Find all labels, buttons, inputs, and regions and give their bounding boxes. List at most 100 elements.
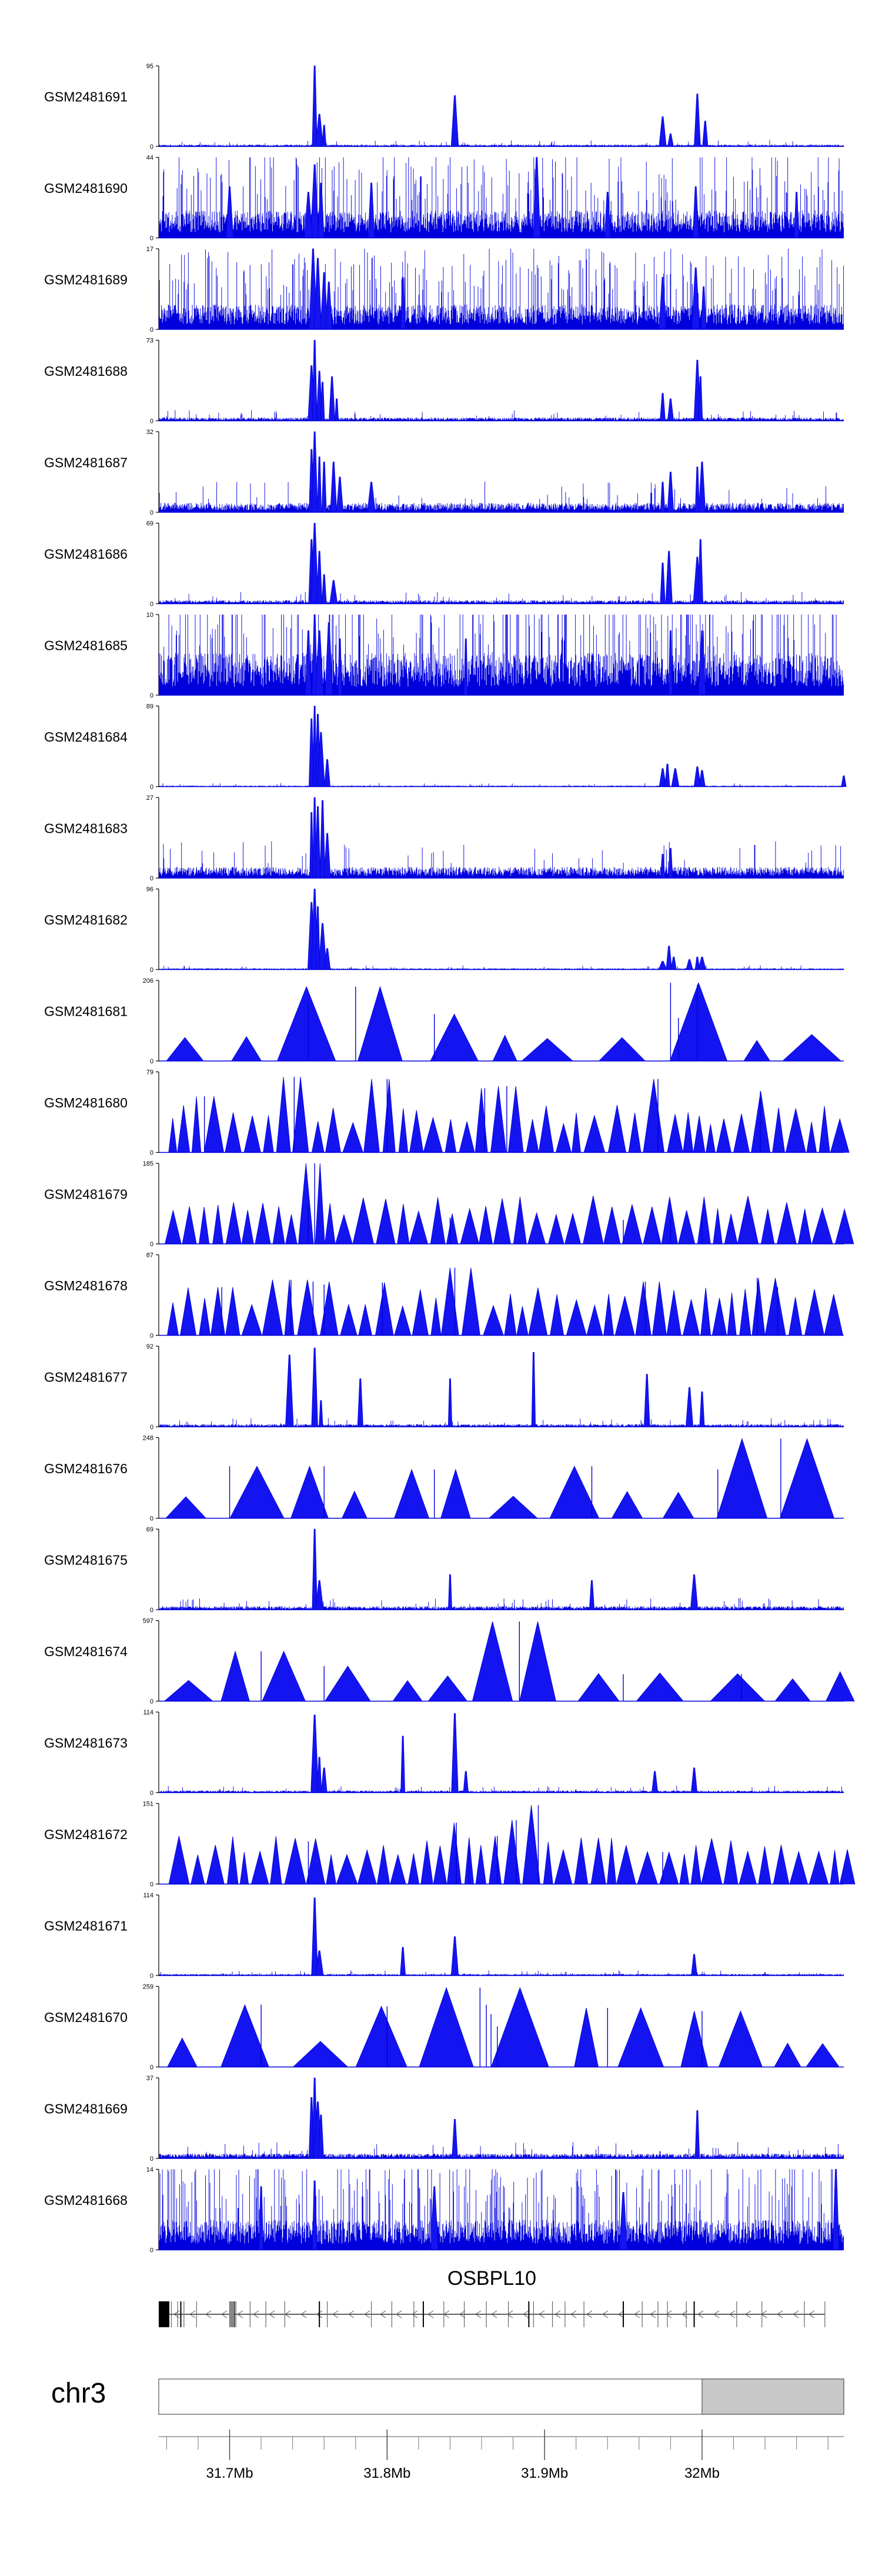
peak-2 — [322, 125, 327, 147]
y-zero-label: 0 — [150, 1607, 153, 1614]
peak-3 — [619, 2192, 628, 2250]
peak-6 — [643, 1374, 650, 1427]
x-tick-label: 31.7Mb — [206, 2465, 253, 2481]
strand-arrow — [761, 2310, 767, 2318]
peak-7 — [702, 121, 709, 147]
track-label: GSM2481669 — [44, 2101, 128, 2117]
background-signal — [158, 615, 844, 695]
peak-10 — [698, 461, 706, 513]
peak-7 — [670, 956, 677, 970]
y-zero-label: 0 — [150, 509, 153, 516]
coverage-triangles — [165, 1163, 854, 1244]
y-zero-label: 0 — [150, 2155, 153, 2163]
peak-6 — [665, 550, 673, 604]
y-max-label: 114 — [143, 1892, 153, 1899]
x-tick-label: 31.9Mb — [521, 2465, 568, 2481]
peak-6 — [604, 192, 611, 238]
strand-arrow — [491, 2310, 497, 2318]
background-signal — [158, 1970, 844, 1976]
y-max-label: 95 — [146, 63, 153, 70]
gene-track: OSBPL10 — [159, 2267, 826, 2327]
strand-arrow — [713, 2310, 720, 2318]
peak-6 — [668, 630, 673, 696]
peak-7 — [690, 1767, 698, 1793]
peak-1 — [317, 1757, 322, 1793]
coverage-triangles — [168, 1805, 856, 1884]
background-signal — [158, 1786, 844, 1793]
ideogram-highlight — [701, 2378, 844, 2415]
peak-9 — [699, 770, 706, 787]
track-GSM2481670: GSM2481670 259 0 — [44, 1984, 844, 2071]
track-label: GSM2481683 — [44, 821, 128, 836]
track-GSM2481689: GSM2481689 17 0 — [44, 246, 844, 333]
track-GSM2481686: GSM2481686 69 0 — [44, 520, 844, 608]
peak-10 — [841, 775, 847, 787]
track-label: GSM2481686 — [44, 546, 128, 562]
background-signal — [158, 2142, 844, 2158]
strand-arrow — [221, 2310, 228, 2318]
strand-arrow — [300, 2310, 307, 2318]
track-label: GSM2481681 — [44, 1004, 128, 1019]
peak-0 — [258, 2186, 264, 2250]
peak-6 — [691, 267, 700, 330]
y-zero-label: 0 — [150, 692, 153, 699]
strand-arrow — [777, 2310, 783, 2318]
background-signal — [158, 140, 844, 146]
background-signal — [158, 2169, 844, 2250]
peak-5 — [335, 398, 339, 421]
strand-arrow — [681, 2310, 688, 2318]
y-max-label: 185 — [143, 1160, 153, 1167]
track-GSM2481672: GSM2481672 151 0 — [44, 1801, 856, 1888]
y-max-label: 32 — [146, 429, 153, 436]
track-label: GSM2481671 — [44, 1918, 128, 1934]
strand-arrow — [523, 2310, 529, 2318]
y-zero-label: 0 — [150, 144, 153, 151]
y-zero-label: 0 — [150, 1881, 153, 1888]
track-label: GSM2481685 — [44, 638, 128, 653]
strand-arrow — [793, 2310, 799, 2318]
track-GSM2481679: GSM2481679 185 0 — [44, 1160, 854, 1248]
peak-4 — [832, 2169, 840, 2250]
strand-arrow — [396, 2310, 402, 2318]
track-GSM2481678: GSM2481678 87 0 — [44, 1252, 844, 1340]
peak-3 — [321, 461, 327, 513]
peak-5 — [658, 960, 667, 970]
track-GSM2481685: GSM2481685 10 0 — [44, 612, 844, 699]
peak-1 — [311, 1347, 318, 1427]
track-label: GSM2481680 — [44, 1095, 128, 1110]
strand-arrow — [253, 2310, 259, 2318]
peak-4 — [451, 1713, 459, 1793]
y-max-label: 114 — [143, 1709, 153, 1716]
strand-arrow — [205, 2310, 212, 2318]
track-label: GSM2481670 — [44, 2010, 128, 2025]
strand-arrow — [364, 2310, 370, 2318]
strand-arrow — [808, 2310, 815, 2318]
exon-cluster — [229, 2301, 235, 2327]
peak-3 — [357, 1378, 363, 1427]
peak-2 — [315, 806, 321, 879]
track-GSM2481681: GSM2481681 206 0 — [44, 977, 844, 1065]
coverage-triangles — [166, 1267, 844, 1336]
y-zero-label: 0 — [150, 967, 153, 974]
strand-arrow — [697, 2310, 704, 2318]
peak-8 — [699, 1392, 705, 1427]
strand-arrow — [745, 2310, 751, 2318]
background-signal — [158, 783, 844, 787]
y-zero-label: 0 — [150, 418, 153, 425]
y-zero-label: 0 — [150, 2064, 153, 2071]
peak-0 — [312, 1529, 318, 1610]
peak-3 — [320, 382, 325, 421]
background-signal — [158, 841, 844, 878]
peak-0 — [310, 164, 319, 238]
y-max-label: 69 — [146, 1526, 153, 1533]
strand-arrow — [427, 2310, 434, 2318]
y-max-label: 96 — [146, 886, 153, 893]
track-label: GSM2481688 — [44, 363, 128, 379]
peak-3 — [450, 95, 459, 147]
strand-arrow — [475, 2310, 482, 2318]
peak-5 — [694, 2110, 700, 2159]
y-max-label: 37 — [146, 2075, 153, 2082]
strand-arrow — [729, 2310, 736, 2318]
peak-4 — [690, 1574, 699, 1610]
strand-arrow — [348, 2310, 355, 2318]
